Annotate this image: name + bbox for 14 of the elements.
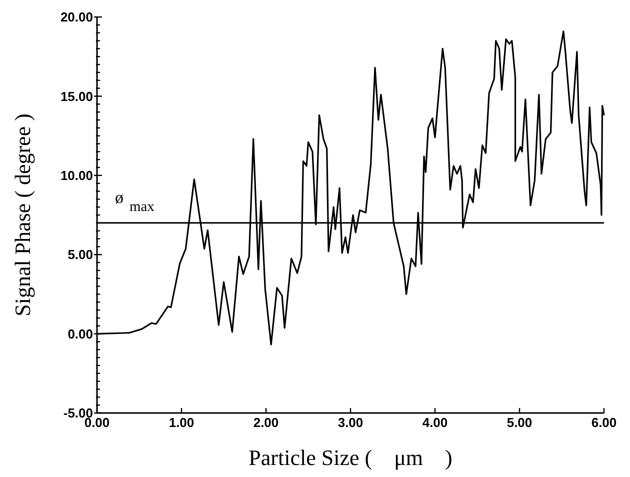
x-tick-label: 1.00	[168, 415, 194, 430]
x-tick-label: 3.00	[338, 415, 364, 430]
y-tick-label: 20.00	[60, 10, 93, 25]
y-tick-label: 5.00	[68, 247, 93, 262]
x-axis-title: Particle Size ( μm )	[248, 445, 452, 470]
x-tick-label: 6.00	[591, 415, 617, 430]
y-tick-label: 15.00	[60, 88, 93, 104]
y-tick-label: 0.00	[68, 326, 93, 342]
x-tick-label: 5.00	[506, 415, 532, 430]
ref-line-label: ø$_{max}$	[115, 188, 156, 216]
y-axis-title: Signal Phase ( degree )	[10, 114, 35, 316]
x-tick-label: 2.00	[253, 415, 279, 430]
y-tick-label: 10.00	[60, 168, 93, 183]
x-tick-label: 4.00	[422, 415, 448, 430]
